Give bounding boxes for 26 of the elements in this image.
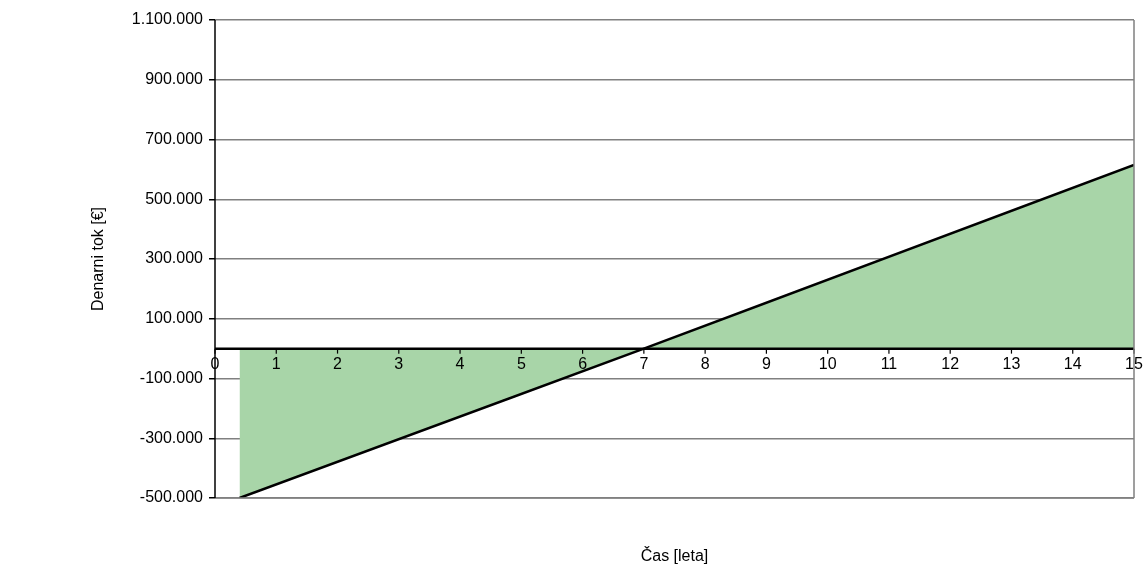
y-tick-label: 100.000 [145, 309, 204, 327]
y-axis-title: Denarni tok [€] [89, 206, 107, 312]
y-tick-label: 900.000 [145, 70, 204, 88]
y-tick-label: 500.000 [145, 189, 204, 207]
x-tick-label: 12 [941, 355, 960, 373]
y-tick-label: -300.000 [139, 428, 204, 446]
x-tick-label: 3 [394, 355, 404, 373]
x-tick-label: 7 [639, 355, 649, 373]
x-tick-label: 9 [761, 355, 771, 373]
y-tick-label: -100.000 [139, 368, 204, 386]
x-tick-label: 8 [700, 355, 710, 373]
y-tick-label: -500.000 [139, 488, 204, 506]
x-tick-label: 11 [880, 355, 898, 373]
x-tick-label: 13 [1002, 355, 1021, 373]
y-tick-label: 700.000 [145, 129, 204, 147]
x-tick-label: 1 [271, 355, 281, 373]
x-tick-label: 5 [516, 355, 526, 373]
x-tick-label: 4 [455, 355, 465, 373]
y-tick-label: 300.000 [145, 249, 204, 267]
y-tick-label: 1.100.000 [131, 10, 204, 28]
x-tick-label: 2 [333, 355, 343, 373]
x-tick-label: 14 [1063, 355, 1082, 373]
x-tick-label: 6 [578, 355, 588, 373]
x-axis-title: Čas [leta] [640, 546, 709, 565]
x-tick-label: 10 [818, 355, 837, 373]
x-tick-label: 15 [1125, 355, 1143, 373]
